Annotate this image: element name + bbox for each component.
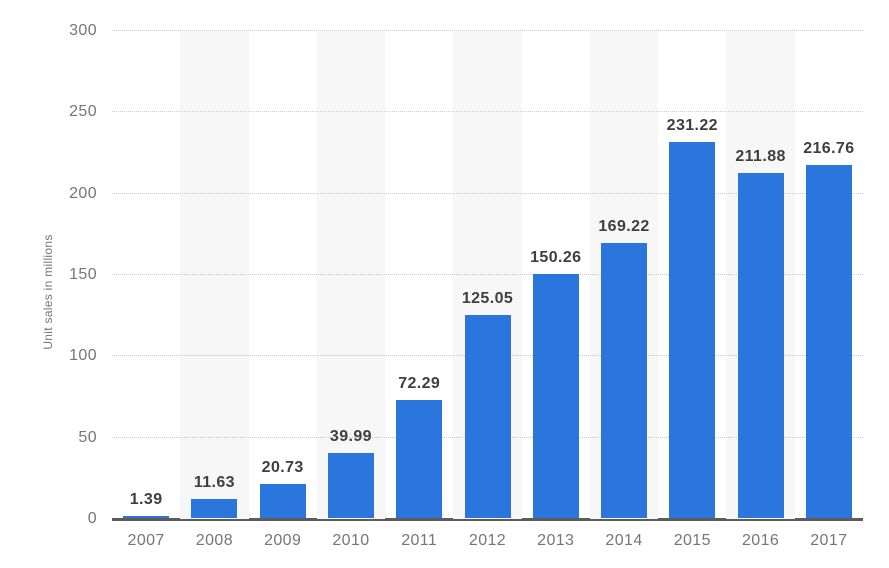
- x-tick-label-2012: 2012: [468, 532, 507, 549]
- plot-area: [112, 30, 863, 521]
- y-tick-label-100: 100: [69, 347, 97, 365]
- x-tick-label-2011: 2011: [401, 532, 438, 549]
- x-tick-label-2008: 2008: [195, 532, 233, 549]
- x-tick-label-2015: 2015: [673, 532, 711, 549]
- y-tick-label-300: 300: [69, 22, 97, 39]
- value-label-2015: 231.22: [666, 116, 718, 134]
- x-tick-label-2010: 2010: [332, 532, 370, 549]
- y-tick-label-200: 200: [69, 184, 97, 202]
- gridline-250: [112, 111, 863, 113]
- y-tick-label-150: 150: [69, 266, 97, 283]
- x-tick-label-2017: 2017: [810, 532, 848, 549]
- gridline-150: [112, 274, 863, 275]
- x-tick-label-2007: 2007: [127, 532, 165, 549]
- y-tick-label-50: 50: [78, 428, 97, 446]
- x-tick-label-2014: 2014: [605, 532, 643, 549]
- x-tick-label-2009: 2009: [264, 532, 302, 549]
- x-tick-label-2016: 2016: [741, 532, 780, 549]
- bar-2012: [464, 314, 511, 518]
- y-tick-label-250: 250: [69, 103, 97, 121]
- value-label-2013: 150.26: [530, 248, 582, 266]
- value-label-2007: 1.39: [129, 490, 163, 508]
- bar-2014: [601, 242, 648, 518]
- value-label-2014: 169.22: [598, 217, 650, 235]
- bar-2011: [396, 400, 443, 518]
- value-label-2010: 39.99: [329, 427, 372, 445]
- gridline-300: [112, 30, 863, 31]
- value-label-2008: 11.63: [193, 474, 235, 492]
- plot-band-2008: [180, 31, 249, 519]
- value-label-2009: 20.73: [261, 459, 304, 477]
- value-label-2011: 72.29: [398, 375, 441, 393]
- value-label-2012: 125.05: [461, 289, 514, 307]
- y-tick-label-0: 0: [87, 510, 97, 527]
- y-axis-title: Unit sales in millions: [41, 234, 55, 350]
- value-label-2017: 216.76: [803, 140, 855, 158]
- x-tick-label-2013: 2013: [537, 532, 575, 549]
- gridline-200: [112, 192, 863, 194]
- bar-2013: [532, 273, 579, 518]
- bar-2015: [669, 141, 716, 518]
- bar-2008: [191, 499, 238, 518]
- bar-2009: [259, 484, 306, 518]
- bar-2007: [123, 515, 170, 518]
- value-label-2016: 211.88: [735, 148, 786, 166]
- bar-2016: [737, 173, 784, 518]
- bar-2017: [805, 165, 852, 518]
- x-axis-line: [112, 518, 863, 521]
- bar-2010: [327, 452, 374, 518]
